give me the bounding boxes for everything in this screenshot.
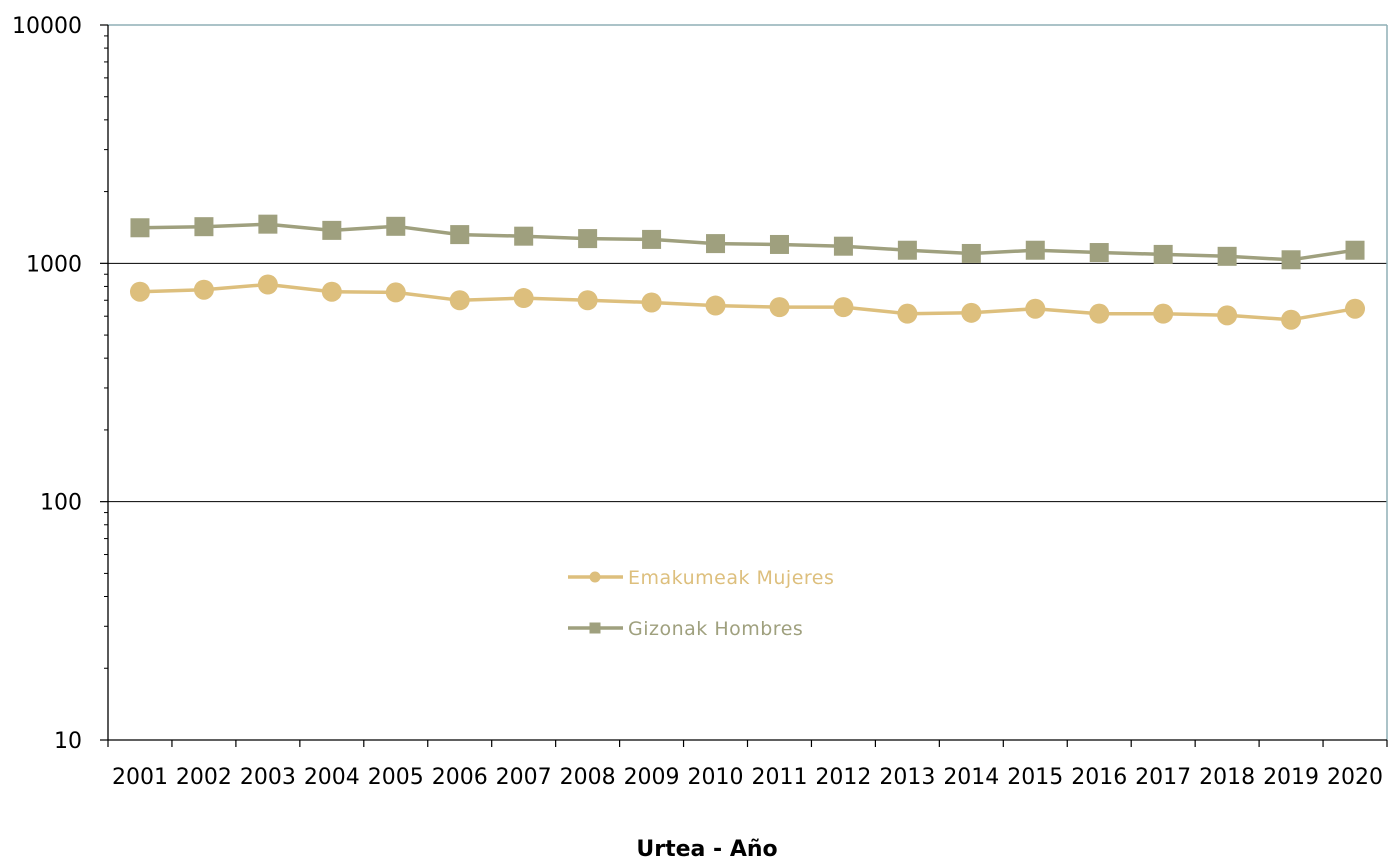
x-tick-label: 2008 [560,765,616,790]
x-tick-label: 2004 [304,765,360,790]
data-point [257,274,278,295]
x-tick-label: 2014 [943,765,999,790]
x-tick-label: 2019 [1263,765,1319,790]
data-point [1345,240,1365,260]
x-tick-label: 2017 [1135,765,1191,790]
data-point [961,243,981,263]
data-point [321,281,342,302]
data-point [642,229,662,249]
series-line [139,222,1356,262]
data-point [1153,244,1173,264]
data-point [578,229,598,249]
data-point [193,279,214,300]
x-tick-label: 2003 [240,765,296,790]
legend-item-2: Gizonak Hombres [568,618,803,640]
data-point [322,220,342,240]
data-point [897,240,917,260]
x-tick-label: 2013 [879,765,935,790]
data-point [641,292,662,313]
x-tick-label: 2002 [176,765,232,790]
data-point [514,226,534,246]
data-point [833,236,853,256]
data-point [769,297,790,318]
data-point [577,290,598,311]
series-line [139,282,1356,322]
x-tick-label: 2009 [624,765,680,790]
data-point [897,303,918,324]
data-point [129,281,150,302]
data-point [450,225,470,245]
tick-labels: 10 100 1000 10000 2001 2002 2003 2004 2005 2006 20… [12,14,1383,790]
data-point [385,282,406,303]
x-tick-label: 2001 [112,765,168,790]
x-tick-label: 2005 [368,765,424,790]
series-lines [129,214,1366,330]
y-tick-label: 100 [40,491,82,516]
x-tick-label: 2011 [751,765,807,790]
legend-marker [589,622,601,634]
data-point [513,288,534,309]
axes [100,24,1388,747]
x-tick-label: 2015 [1007,765,1063,790]
y-tick-label: 1000 [26,252,82,277]
x-tick-label: 2020 [1327,765,1383,790]
y-tick-label: 10000 [12,14,82,39]
series-2 [130,214,1365,270]
data-point [833,297,854,318]
data-point [194,217,214,237]
gridlines [108,262,1387,503]
data-point [258,214,278,234]
data-point [1153,303,1174,324]
data-point [1025,298,1046,319]
x-tick-label: 2006 [432,765,488,790]
data-point [1345,298,1366,319]
data-point [706,234,726,254]
series-1 [129,274,1366,330]
data-point [705,295,726,316]
data-point [1025,240,1045,260]
data-point [449,290,470,311]
data-point [130,218,150,238]
data-point [1281,250,1301,270]
data-point [1217,305,1238,326]
legend-label: Gizonak Hombres [628,618,803,640]
data-point [1089,243,1109,263]
data-point [961,302,982,323]
data-point [769,234,789,254]
data-point [1217,246,1237,266]
y-tick-label: 10 [54,729,82,754]
legend-marker [589,571,601,583]
x-tick-label: 2010 [688,765,744,790]
data-point [1281,309,1302,330]
x-tick-label: 2007 [496,765,552,790]
legend: Emakumeak Mujeres Gizonak Hombres [568,567,834,640]
x-tick-label: 2018 [1199,765,1255,790]
x-tick-label: 2016 [1071,765,1127,790]
x-tick-label: 2012 [815,765,871,790]
legend-item-1: Emakumeak Mujeres [568,567,834,589]
x-axis-title: Urtea - Año [636,837,777,859]
legend-label: Emakumeak Mujeres [628,567,834,589]
data-point [386,216,406,236]
data-point [1089,303,1110,324]
